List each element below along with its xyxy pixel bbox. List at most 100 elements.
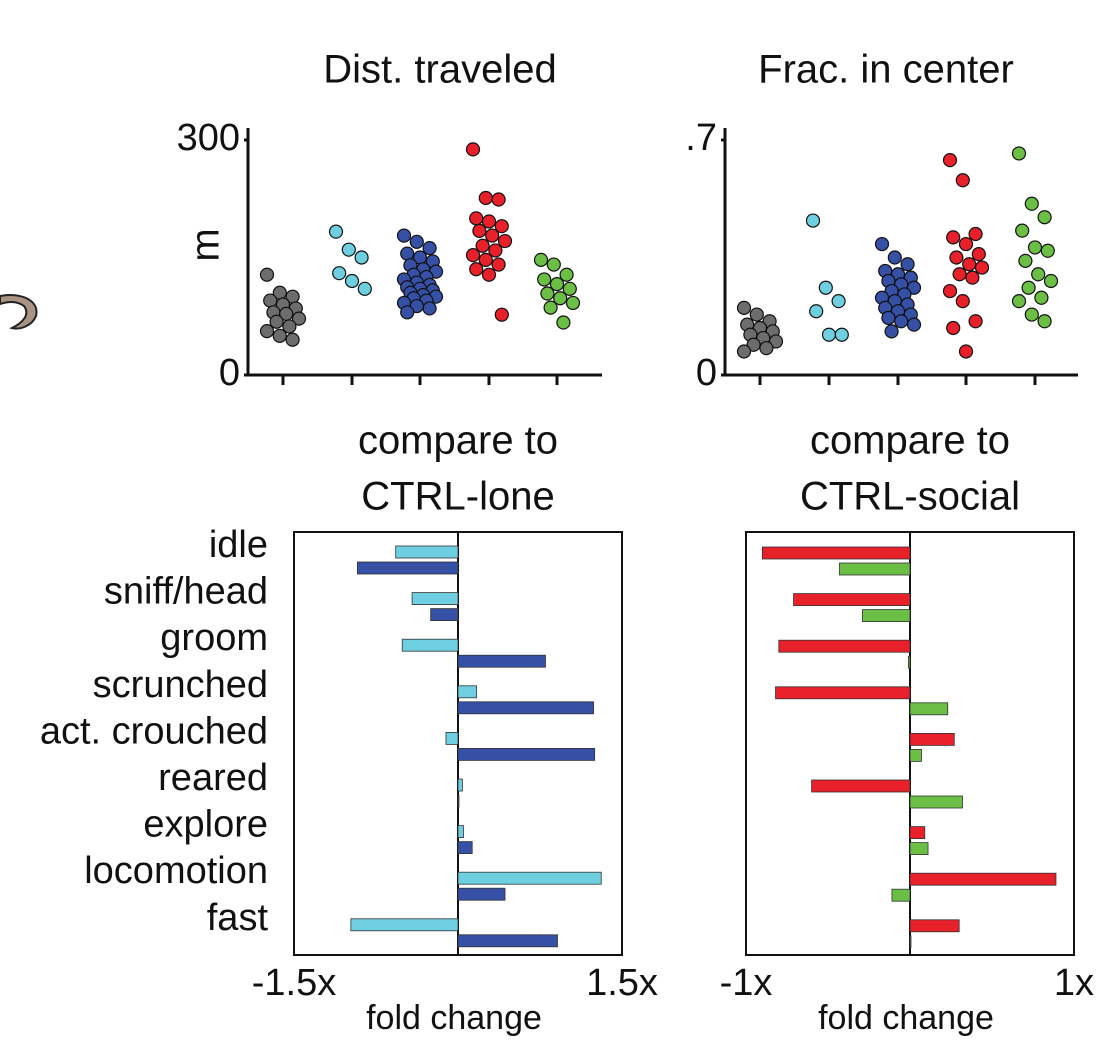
- data-point: [478, 252, 493, 267]
- bar: [909, 919, 960, 933]
- bar: [430, 608, 459, 621]
- data-point: [540, 286, 555, 301]
- data-point: [809, 304, 824, 319]
- data-point: [263, 293, 278, 308]
- data-point: [759, 341, 774, 356]
- bar: [457, 794, 460, 808]
- data-point: [546, 257, 561, 272]
- data-point: [958, 236, 974, 252]
- bar: [793, 593, 911, 606]
- data-point: [533, 252, 549, 267]
- data-point: [469, 262, 484, 277]
- data-point: [821, 327, 837, 342]
- data-point: [400, 246, 415, 261]
- data-point: [818, 280, 833, 295]
- category-label: scrunched: [93, 664, 268, 706]
- data-point: [491, 257, 506, 272]
- category-label: fast: [207, 897, 269, 939]
- data-point: [494, 307, 509, 322]
- bar: [457, 701, 594, 715]
- data-point: [1024, 307, 1039, 322]
- x-tick-label: 1.5x: [586, 962, 658, 1004]
- data-point: [465, 142, 481, 157]
- data-point: [1037, 210, 1052, 225]
- data-point: [746, 337, 761, 352]
- data-point: [1011, 146, 1027, 161]
- data-point: [1037, 314, 1052, 329]
- data-point: [400, 305, 415, 320]
- chart-title: CTRL-social: [800, 475, 1020, 519]
- data-point: [962, 257, 977, 272]
- data-point: [805, 213, 821, 228]
- bar: [907, 655, 911, 669]
- mouse-tail: [0, 294, 38, 330]
- data-point: [422, 301, 437, 316]
- x-axis-label: fold change: [366, 999, 542, 1037]
- data-point: [831, 294, 846, 309]
- bar: [395, 545, 459, 559]
- bar: [839, 562, 911, 576]
- bar: [762, 546, 911, 560]
- x-tick-label: -1.5x: [252, 962, 336, 1004]
- data-point: [955, 294, 970, 309]
- data-point: [559, 267, 574, 282]
- data-point: [409, 234, 424, 249]
- category-label: locomotion: [84, 850, 268, 892]
- data-point: [481, 267, 497, 282]
- data-point: [1040, 243, 1055, 258]
- bar: [909, 702, 949, 716]
- bar: [891, 888, 911, 902]
- category-label: act. crouched: [40, 710, 268, 752]
- data-point: [1011, 294, 1027, 309]
- category-label: groom: [160, 617, 268, 659]
- data-point: [942, 283, 958, 299]
- data-point: [1031, 267, 1046, 282]
- data-point: [1015, 223, 1030, 238]
- y-tick-label: 0: [696, 352, 717, 394]
- data-point: [749, 307, 764, 322]
- data-point: [282, 319, 297, 334]
- data-point: [481, 214, 497, 229]
- data-point: [736, 300, 752, 315]
- data-point: [1043, 273, 1059, 289]
- data-point: [341, 242, 356, 257]
- data-point: [906, 317, 922, 332]
- data-point: [887, 250, 902, 265]
- data-point: [488, 243, 503, 258]
- data-point: [475, 238, 490, 253]
- data-point: [968, 314, 983, 329]
- category-label: reared: [158, 757, 268, 799]
- y-tick-label: 300: [177, 117, 240, 159]
- data-point: [1027, 240, 1043, 255]
- bar: [457, 934, 558, 948]
- data-point: [478, 190, 493, 206]
- data-point: [344, 273, 360, 289]
- data-point: [494, 219, 509, 234]
- data-point: [900, 257, 915, 272]
- data-point: [955, 173, 970, 188]
- data-point: [942, 153, 958, 168]
- bar: [909, 842, 929, 855]
- data-point: [884, 324, 899, 339]
- data-point: [565, 295, 581, 311]
- data-point: [562, 281, 577, 296]
- bar: [811, 779, 911, 793]
- chart-title: Dist. traveled: [323, 48, 556, 92]
- data-point: [285, 332, 300, 347]
- y-axis-label: m: [184, 228, 228, 261]
- bar: [457, 825, 464, 838]
- x-tick-label: -1x: [720, 962, 773, 1004]
- data-point: [269, 314, 284, 329]
- x-tick-label: 1x: [1054, 962, 1094, 1004]
- data-point: [946, 230, 961, 245]
- bar: [411, 592, 459, 605]
- y-tick-label: 0: [219, 352, 240, 394]
- x-axis-label: fold change: [818, 999, 994, 1037]
- chart-title: CTRL-lone: [361, 475, 554, 519]
- data-point: [968, 226, 983, 242]
- bar: [778, 639, 911, 653]
- data-point: [396, 228, 412, 243]
- y-tick-label: .7: [685, 117, 717, 159]
- data-point: [465, 248, 481, 263]
